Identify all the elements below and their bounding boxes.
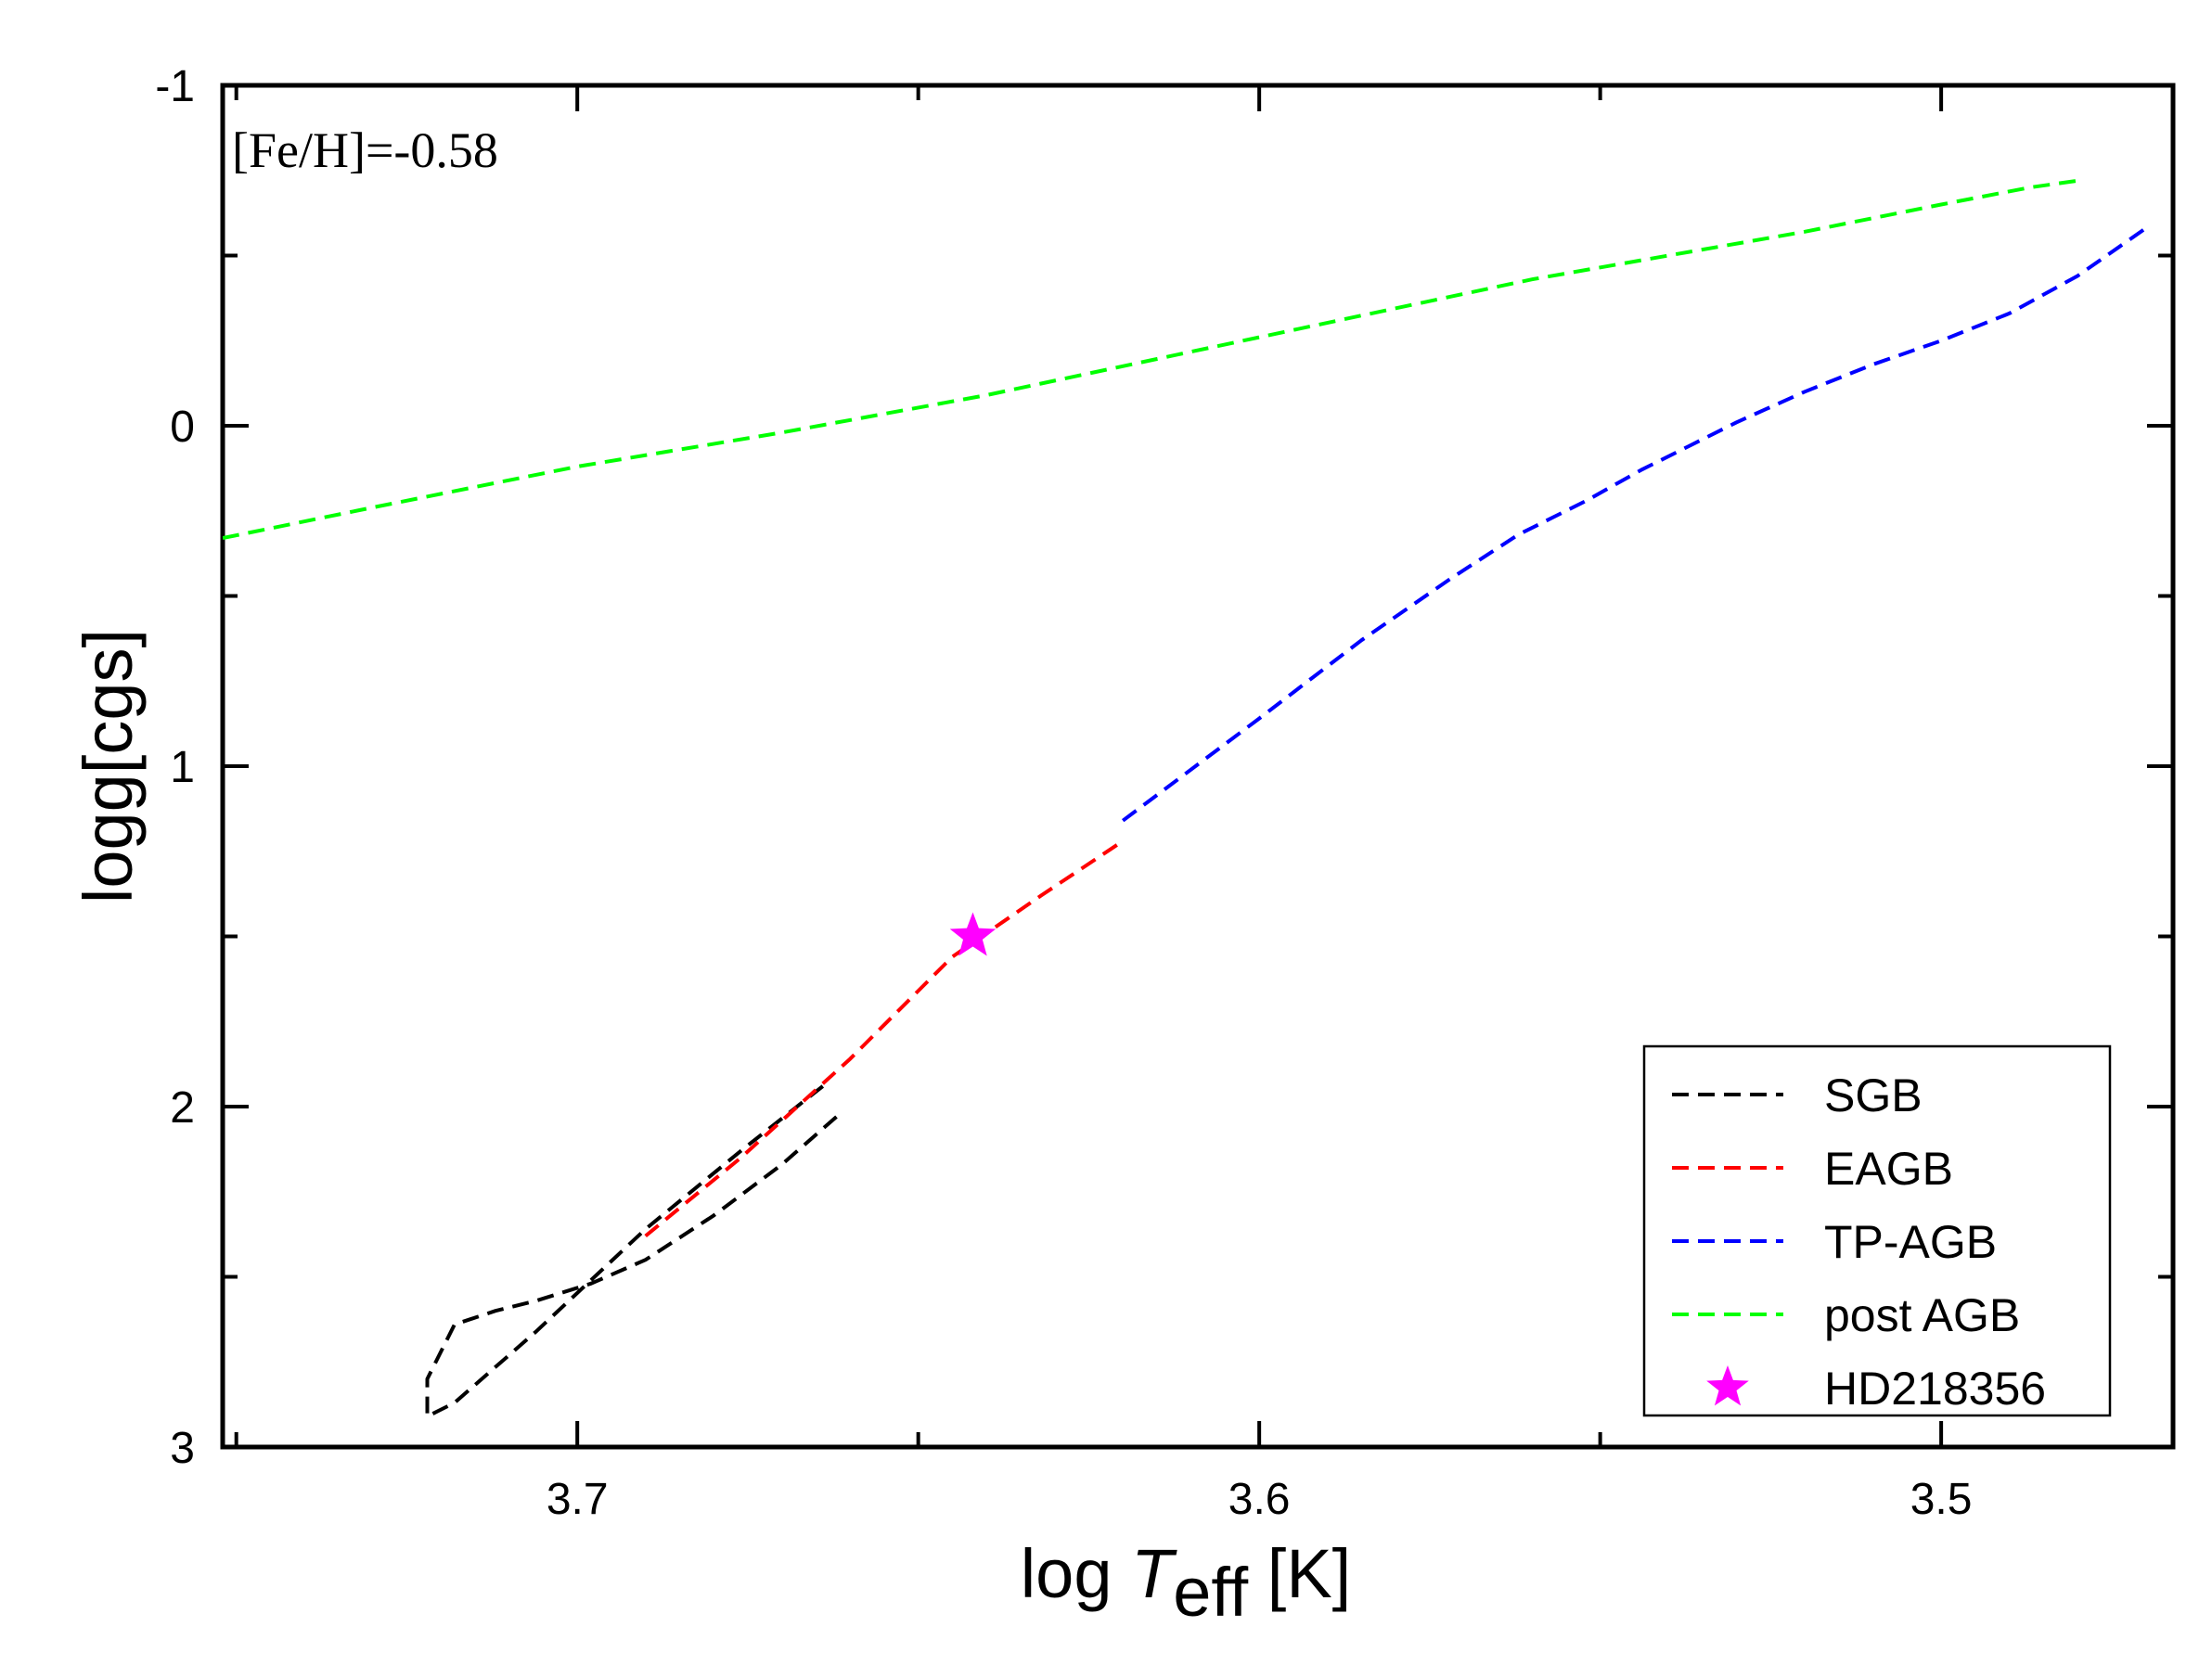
points-layer: [949, 912, 997, 956]
axis-tick-labels: 3.7 3.6 3.5 -1 0 1 2 3: [155, 62, 1972, 1524]
x-axis-title-prefix: log: [1021, 1535, 1112, 1612]
series-line-sgb: [425, 1084, 838, 1418]
series-line-eagb: [644, 839, 1125, 1238]
x-tick-label: 3.7: [547, 1475, 609, 1524]
x-axis-title-symbol: T: [1131, 1535, 1177, 1612]
y-tick-label: 1: [170, 743, 195, 792]
x-tick-label: 3.5: [1910, 1475, 1973, 1524]
x-tick-label: 3.6: [1228, 1475, 1291, 1524]
series-layer: [223, 178, 2147, 1418]
legend-items: SGB EAGB TP-AGB post AGB HD218356: [1672, 1069, 2046, 1415]
axis-ticks: [223, 83, 2173, 1449]
x-axis-title: log Teff [K]: [1021, 1535, 1352, 1631]
legend-label: EAGB: [1824, 1143, 1953, 1195]
legend-label: HD218356: [1824, 1363, 2046, 1415]
series-line-post-agb: [223, 178, 2078, 541]
legend-box: [1642, 1044, 2112, 1417]
x-axis-title-subscript: eff: [1173, 1554, 1248, 1631]
annotation-text: [Fe/H]=-0.58: [232, 122, 498, 178]
y-tick-label: 2: [170, 1083, 195, 1133]
legend-label: SGB: [1824, 1069, 1923, 1121]
y-tick-label: 3: [170, 1424, 195, 1473]
y-tick-label: -1: [155, 62, 195, 111]
series-line-tp-agb: [1122, 226, 2147, 823]
legend-label: post AGB: [1824, 1289, 2020, 1341]
legend-label: TP-AGB: [1824, 1216, 1997, 1268]
y-axis-title: logg[cgs]: [70, 629, 147, 903]
data-point-star: [949, 912, 997, 956]
legend: SGB EAGB TP-AGB post AGB HD218356: [1642, 1044, 2112, 1417]
y-tick-label: 0: [170, 403, 195, 452]
legend-swatch-star: [1706, 1365, 1749, 1406]
x-axis-title-unit: [K]: [1267, 1535, 1351, 1612]
